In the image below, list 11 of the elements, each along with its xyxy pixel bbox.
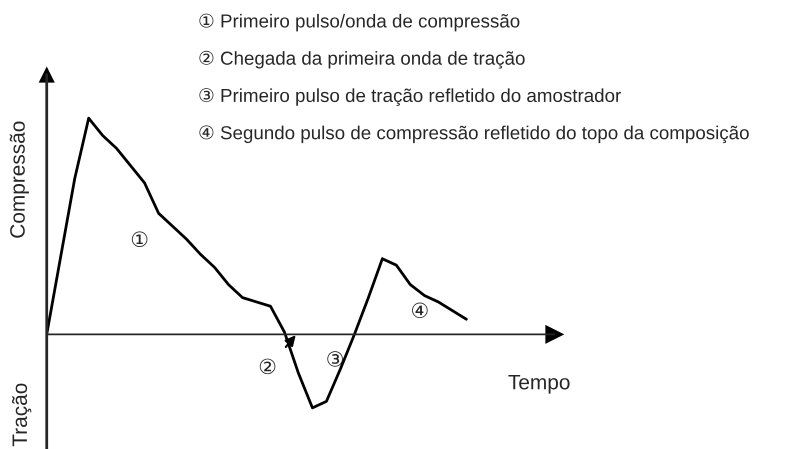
annotation: ① <box>132 231 148 248</box>
annotation: ③ <box>327 351 343 367</box>
annotation: ④ <box>412 302 428 318</box>
x-axis-title: Tempo <box>508 374 570 394</box>
text: ② Chegada da primeira onda de tração <box>199 50 525 69</box>
text: Tração <box>12 384 32 446</box>
annotation: ④ Segundo pulso de compressão refletido do topo da composição <box>199 125 749 144</box>
text: ① Primeiro pulso/onda de compressão <box>199 14 520 32</box>
y-axis-title: Compressão <box>10 122 29 238</box>
annotation: ② <box>260 358 276 374</box>
text: ③ Primeiro pulso de tração refletido do amostrador <box>199 88 621 106</box>
